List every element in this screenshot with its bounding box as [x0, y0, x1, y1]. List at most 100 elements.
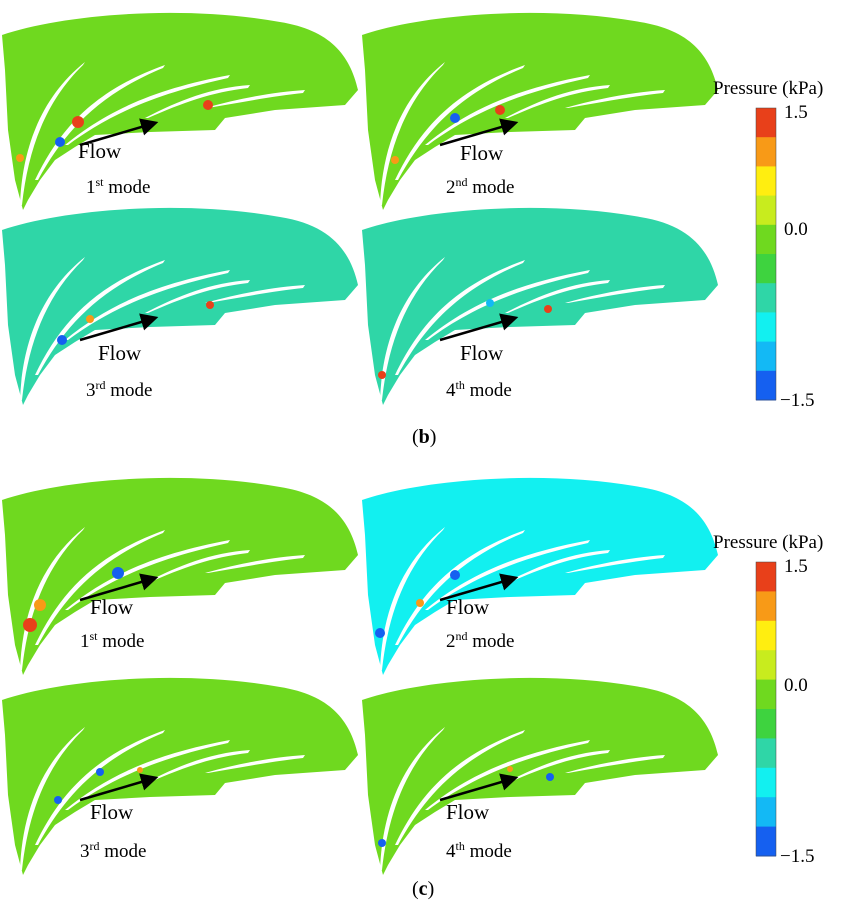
colorbar-tick-label: 1.5: [784, 102, 808, 123]
pressure-coldspot: [546, 773, 554, 781]
contour-view: [362, 12, 718, 210]
flow-arrow: [79, 118, 159, 147]
pressure-hotspot: [86, 315, 94, 323]
flow-arrow: [79, 773, 159, 802]
pressure-hotspot: [23, 618, 37, 632]
panel-label: (c): [412, 878, 434, 900]
colorbar-outline: [755, 561, 777, 857]
contour-view: [362, 207, 718, 405]
colorbar-level: [756, 797, 776, 828]
flow-arrow: [439, 573, 519, 602]
pressure-hotspot: [34, 599, 46, 611]
panel-b: Flow 1st mode Flow 2nd mode Flow 3rd mod…: [2, 12, 823, 448]
pressure-hotspot: [544, 305, 552, 313]
pressure-coldspot: [450, 113, 460, 123]
colorbar-level: [756, 166, 776, 197]
contour-plot: [2, 677, 358, 875]
colorbar-outline: [755, 107, 777, 401]
flow-arrow: [439, 313, 519, 342]
pressure-colorbar: Pressure (kPa) 1.5 0.0 −1.5: [713, 78, 823, 411]
colorbar-tick-label: 0.0: [784, 675, 808, 696]
pressure-hotspot: [137, 767, 143, 773]
colorbar-level: [756, 312, 776, 343]
contour-plot: [362, 477, 718, 675]
colorbar-level: [756, 738, 776, 769]
colorbar-level: [756, 224, 776, 255]
colorbar-level: [756, 137, 776, 167]
contour-plot: [2, 207, 358, 405]
colorbar-level: [756, 283, 776, 313]
pressure-coldspot: [57, 335, 67, 345]
colorbar-title: Pressure (kPa): [713, 532, 823, 553]
colorbar-levels: [755, 561, 777, 857]
mode-caption: 3rd mode: [80, 839, 146, 862]
flow-label: Flow: [460, 341, 504, 365]
flow-label: Flow: [98, 341, 142, 365]
colorbar-level: [756, 370, 776, 401]
contour-view: [2, 677, 358, 875]
colorbar-tick-label: −1.5: [780, 846, 814, 867]
colorbar-level: [756, 108, 776, 138]
contour-plot: [362, 207, 718, 405]
flow-label: Flow: [460, 141, 504, 165]
mode-caption: 2nd mode: [446, 175, 514, 198]
colorbar-level: [756, 620, 776, 651]
pressure-coldspot: [486, 299, 494, 307]
flow-arrow: [439, 118, 519, 147]
flow-arrow: [79, 313, 159, 342]
colorbar-level: [756, 254, 776, 284]
colorbar-title: Pressure (kPa): [713, 78, 823, 99]
pressure-hotspot: [391, 156, 399, 164]
colorbar-level: [756, 650, 776, 681]
pressure-coldspot: [54, 796, 62, 804]
contour-plot: [2, 12, 358, 210]
pressure-coldspot: [55, 137, 65, 147]
pressure-coldspot: [112, 567, 124, 579]
contour-plot: [2, 477, 358, 675]
flow-label: Flow: [90, 800, 134, 824]
flow-label: Flow: [78, 139, 122, 163]
colorbar-level: [756, 679, 776, 710]
pressure-coldspot: [96, 768, 104, 776]
pressure-coldspot: [378, 839, 386, 847]
flow-label: Flow: [446, 800, 490, 824]
flow-arrow: [439, 773, 519, 802]
pressure-hotspot: [507, 766, 513, 772]
mode-caption: 4th mode: [446, 839, 512, 862]
flow-arrow: [79, 573, 159, 602]
pressure-coldspot: [450, 570, 460, 580]
mode-caption: 4th mode: [446, 378, 512, 401]
mode-caption: 3rd mode: [86, 378, 152, 401]
panel-label: (b): [412, 426, 436, 448]
colorbar-level: [756, 562, 776, 592]
pressure-hotspot: [206, 301, 214, 309]
pressure-coldspot: [375, 628, 385, 638]
contour-view: [2, 12, 358, 210]
contour-view: [362, 677, 718, 875]
pressure-colorbar: Pressure (kPa) 1.5 0.0 −1.5: [713, 532, 823, 867]
colorbar-tick-label: −1.5: [780, 390, 814, 411]
mode-caption: 1st mode: [80, 629, 144, 652]
contour-plot: [362, 12, 718, 210]
contour-plot: [362, 677, 718, 875]
colorbar-level: [756, 195, 776, 226]
pressure-hotspot: [203, 100, 213, 110]
colorbar-level: [756, 341, 776, 372]
contour-view: [2, 207, 358, 405]
colorbar-level: [756, 591, 776, 622]
colorbar-level: [756, 709, 776, 739]
flow-label: Flow: [446, 595, 490, 619]
colorbar-level: [756, 826, 776, 857]
pressure-hotspot: [495, 105, 505, 115]
contour-view: [2, 477, 358, 675]
flow-label: Flow: [90, 595, 134, 619]
pressure-hotspot: [416, 599, 424, 607]
pressure-hotspot: [378, 371, 386, 379]
mode-caption: 2nd mode: [446, 629, 514, 652]
colorbar-tick-label: 0.0: [784, 219, 808, 240]
panel-c: Flow 1st mode Flow 2nd mode Flow 3rd mod…: [2, 477, 823, 900]
mode-caption: 1st mode: [86, 175, 150, 198]
pressure-hotspot: [16, 154, 24, 162]
colorbar-levels: [755, 107, 777, 401]
